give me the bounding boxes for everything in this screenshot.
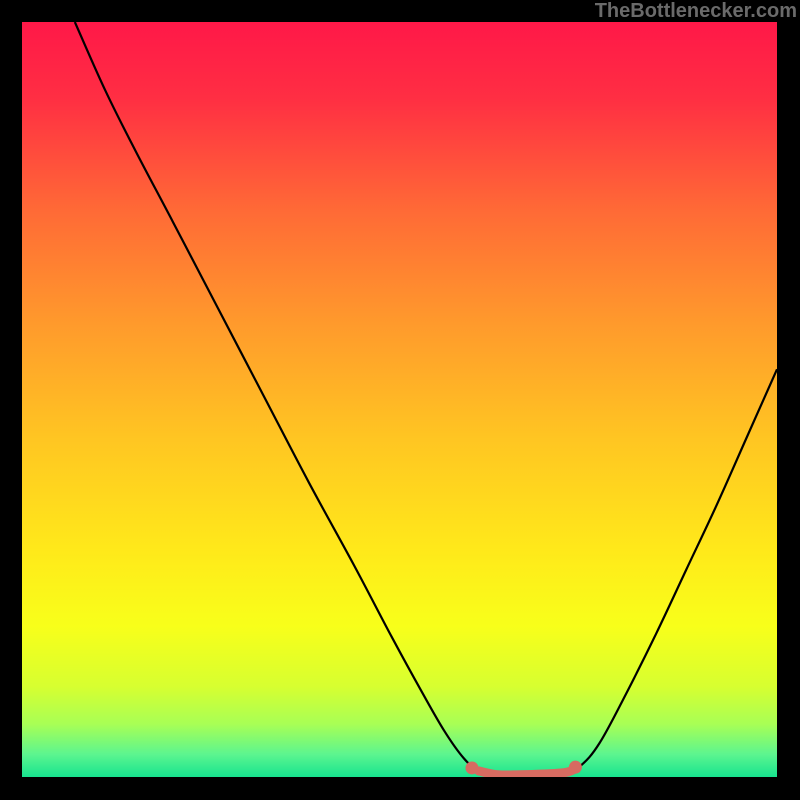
- optimal-range-highlight: [479, 768, 577, 775]
- optimal-range-end-marker: [569, 761, 582, 774]
- source-watermark: TheBottlenecker.com: [595, 0, 797, 23]
- curve-path: [75, 22, 777, 775]
- chart-frame: TheBottlenecker.com: [0, 0, 800, 800]
- bottleneck-curve: [22, 22, 777, 777]
- optimal-range-start-marker: [465, 761, 478, 774]
- plot-area: [22, 22, 777, 777]
